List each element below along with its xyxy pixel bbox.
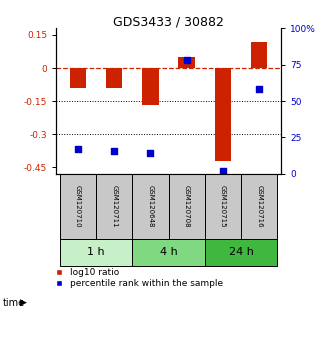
Text: GSM120648: GSM120648 [147,185,153,227]
Bar [169,174,205,239]
Bar [178,57,195,68]
Text: GSM120708: GSM120708 [184,185,190,228]
Text: 4 h: 4 h [160,247,178,257]
Legend: log10 ratio, percentile rank within the sample: log10 ratio, percentile rank within the … [56,268,223,289]
Point [112,148,117,153]
Bar [205,174,241,239]
Text: 24 h: 24 h [229,247,254,257]
Point [256,87,262,92]
Bar [106,68,122,88]
Text: time: time [3,298,25,308]
Point [184,57,189,63]
Bar [251,41,267,68]
Point [75,146,81,152]
Bar [70,68,86,88]
Title: GDS3433 / 30882: GDS3433 / 30882 [113,15,224,28]
Bar [132,239,205,266]
Text: GSM120710: GSM120710 [75,185,81,228]
Point [220,168,225,174]
Point [148,151,153,156]
Text: GSM120716: GSM120716 [256,185,262,228]
Bar [142,68,159,105]
Bar [132,174,169,239]
Text: 1 h: 1 h [87,247,105,257]
Bar [60,239,132,266]
Text: GSM120711: GSM120711 [111,185,117,228]
Bar [215,68,231,161]
Bar [96,174,132,239]
Bar [60,174,96,239]
Text: ▶: ▶ [20,298,27,307]
Bar [205,239,277,266]
Bar [241,174,277,239]
Text: GSM120715: GSM120715 [220,185,226,227]
